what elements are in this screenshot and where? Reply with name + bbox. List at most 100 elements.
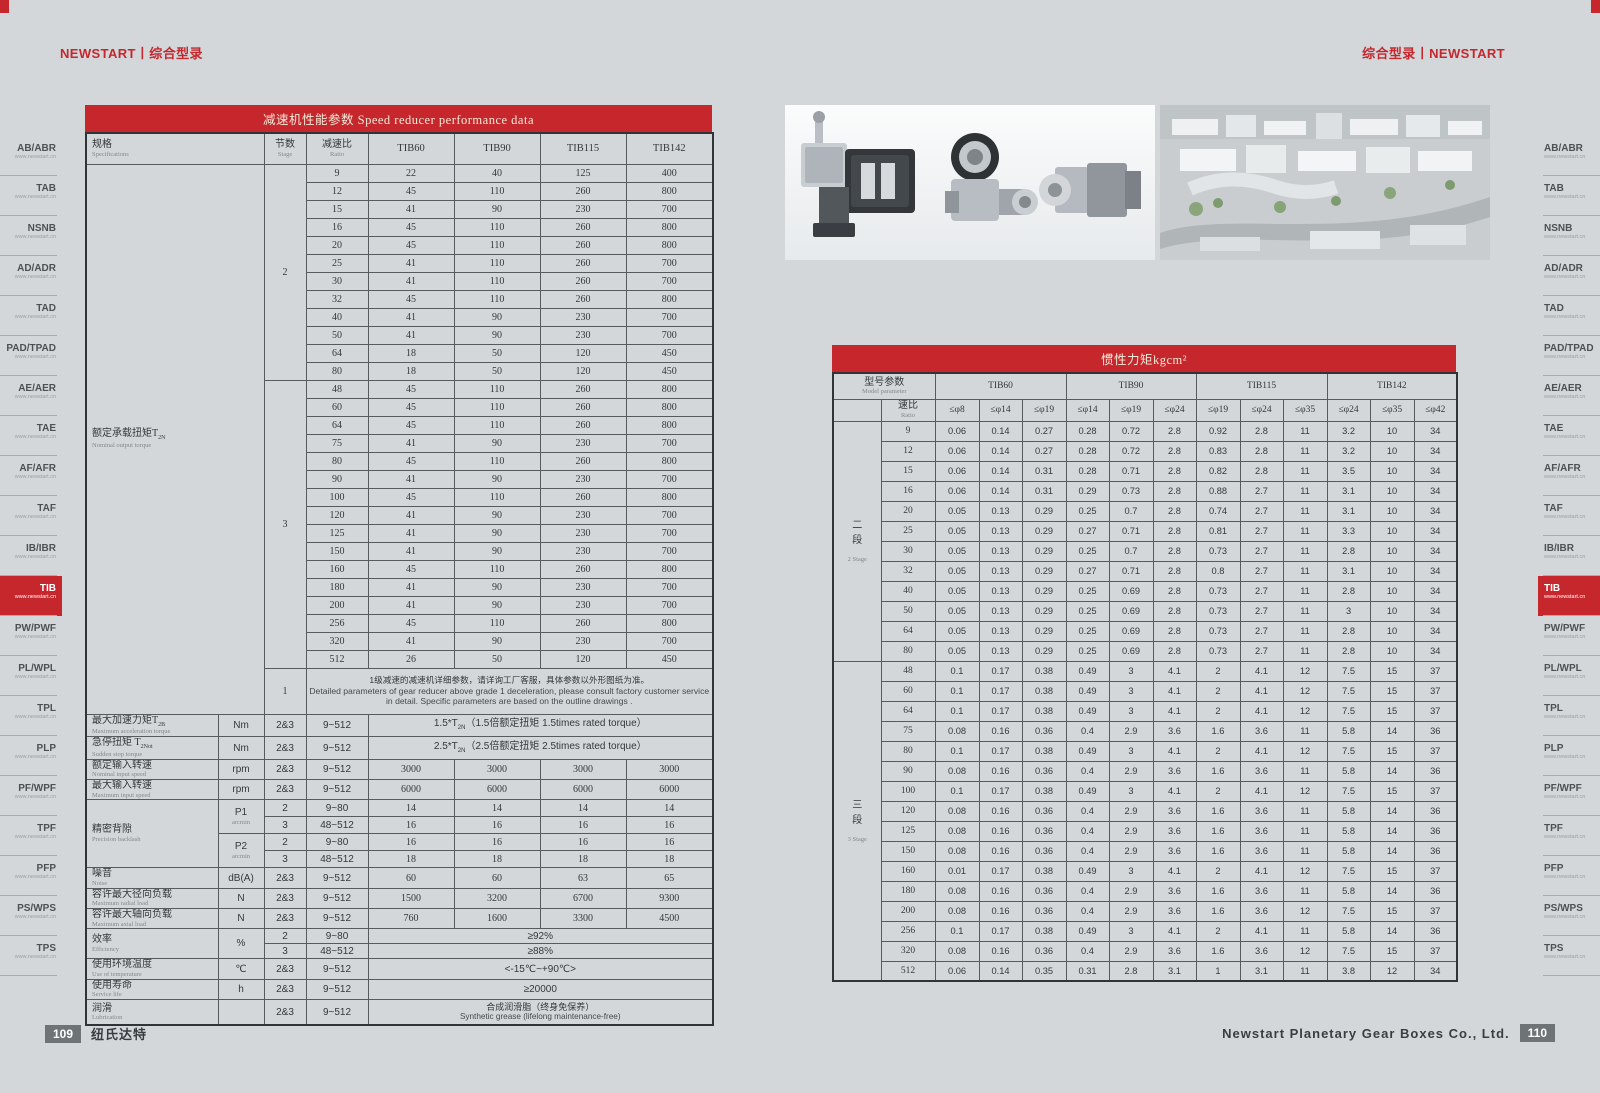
table-row: 75 41 90 230 700 bbox=[86, 433, 714, 453]
table-cell: ≤φ24 bbox=[1239, 398, 1284, 422]
table-cell: 90 bbox=[453, 505, 541, 525]
table-cell: 40 bbox=[880, 580, 936, 602]
table-cell: 11 bbox=[1282, 440, 1328, 462]
table-cell: % bbox=[217, 928, 265, 960]
table-cell: 0.13 bbox=[978, 520, 1023, 542]
table-cell: 1.6 bbox=[1195, 720, 1241, 742]
table-cell: 3.2 bbox=[1326, 420, 1371, 442]
table-cell: 2.9 bbox=[1108, 880, 1154, 902]
sidebar-item-url: www.newstart.cn bbox=[1544, 834, 1586, 840]
table-cell: 2&3 bbox=[263, 958, 307, 980]
table-cell bbox=[217, 998, 265, 1026]
bleed-mark-right bbox=[1591, 0, 1600, 13]
table-cell: 2 bbox=[1195, 780, 1241, 802]
table-cell: 2&3 bbox=[263, 713, 307, 738]
table-cell: 260 bbox=[539, 289, 627, 309]
table-row: 125 0.08 0.16 0.36 0.4 2.9 3.6 1.6 3.6 11 5.8 14 36 bbox=[833, 820, 1458, 842]
performance-table: 规格 Specifications 节数 Stage 减速比 Ratio TIB60 TIB9… bbox=[85, 132, 715, 1027]
footer-right: Newstart Planetary Gear Boxes Co., Ltd. … bbox=[1222, 1024, 1555, 1042]
sidebar-item-url: www.newstart.cn bbox=[1544, 954, 1586, 960]
table-cell: 12 bbox=[1369, 960, 1415, 982]
sidebar-item-url: www.newstart.cn bbox=[14, 314, 56, 320]
table-cell: 3 bbox=[263, 943, 307, 960]
table-cell: 512 bbox=[305, 649, 369, 669]
table-cell: 0.49 bbox=[1065, 860, 1110, 882]
table-cell: 4.1 bbox=[1152, 660, 1197, 682]
table-cell: 230 bbox=[539, 433, 627, 453]
table-cell: 3.6 bbox=[1152, 800, 1197, 822]
table-cell: 80 bbox=[305, 361, 369, 381]
table-cell: 36 bbox=[1413, 820, 1458, 842]
sidebar-right: AB/ABR www.newstart.cn TAB www.newstart.cn N… bbox=[1538, 136, 1600, 976]
table-cell: 0.36 bbox=[1021, 800, 1067, 822]
table-cell: 0.06 bbox=[934, 420, 980, 442]
table-cell: 75 bbox=[880, 720, 936, 742]
sidebar-item-label: TPF bbox=[37, 823, 56, 834]
table-row: 200 0.08 0.16 0.36 0.4 2.9 3.6 1.6 3.6 12 7.5 15 37 bbox=[833, 900, 1458, 922]
table-cell: 2.8 bbox=[1152, 460, 1197, 482]
table-cell: 9~512 bbox=[305, 779, 369, 801]
table-cell: 14 bbox=[1369, 720, 1415, 742]
table-cell: 3.6 bbox=[1152, 940, 1197, 962]
table-cell: 4.1 bbox=[1152, 700, 1197, 722]
table-row: 使用寿命 Service life h 2&3 9~512 ≥20000 bbox=[85, 978, 714, 1000]
table-row: 润滑 Lubrication 2&3 9~512 合成润滑脂（终身免保养） Synthet… bbox=[85, 998, 714, 1026]
sidebar-item-label: AF/AFR bbox=[1544, 463, 1581, 474]
table-cell: 230 bbox=[539, 631, 627, 651]
table-cell: 34 bbox=[1413, 600, 1458, 622]
table-cell: 18 bbox=[367, 361, 455, 381]
sidebar-item-tpl: TPL www.newstart.cn bbox=[0, 696, 62, 736]
table-cell: 11 bbox=[1282, 720, 1328, 742]
table-cell: 260 bbox=[539, 181, 627, 201]
table-cell: 5.8 bbox=[1326, 760, 1371, 782]
table-cell: 0.14 bbox=[978, 460, 1023, 482]
sidebar-item-url: www.newstart.cn bbox=[14, 954, 56, 960]
table-cell: 3.6 bbox=[1152, 720, 1197, 742]
table-cell: 14 bbox=[1369, 840, 1415, 862]
table-row: 二段 2 Stage 9 0.06 0.14 0.27 0.28 0.72 2.8 0.92 2.8… bbox=[832, 420, 1458, 662]
table-cell: 0.69 bbox=[1108, 640, 1154, 662]
table-cell: 2.8 bbox=[1152, 420, 1197, 442]
table-cell: 14 bbox=[1369, 880, 1415, 902]
table-cell: 2.9 bbox=[1108, 760, 1154, 782]
sidebar-item-tib: TIB www.newstart.cn bbox=[0, 576, 62, 616]
table-cell: 700 bbox=[625, 307, 714, 327]
table-cell: 125 bbox=[539, 163, 627, 183]
table-cell: 32 bbox=[880, 560, 936, 582]
table-cell: 14 bbox=[625, 799, 714, 818]
table-cell: 230 bbox=[539, 199, 627, 219]
table-cell: 48~512 bbox=[305, 943, 369, 960]
sidebar-item-ib-ibr: IB/IBR www.newstart.cn bbox=[1538, 536, 1600, 576]
table-cell: 1.6 bbox=[1195, 820, 1241, 842]
table-cell: 37 bbox=[1413, 680, 1458, 702]
sidebar-item-url: www.newstart.cn bbox=[14, 194, 56, 200]
table-cell: 63 bbox=[539, 867, 627, 889]
sidebar-item-plp: PLP www.newstart.cn bbox=[0, 736, 62, 776]
table-cell: 0.05 bbox=[934, 540, 980, 562]
table-cell: 0.4 bbox=[1065, 800, 1110, 822]
table-cell: 4.1 bbox=[1239, 740, 1284, 762]
table-cell: 2.8 bbox=[1152, 580, 1197, 602]
table-cell: ≥20000 bbox=[367, 978, 714, 1000]
table-cell: 30 bbox=[305, 271, 369, 291]
table-cell: ≤φ8 bbox=[934, 398, 980, 422]
sidebar-item-url: www.newstart.cn bbox=[1544, 674, 1586, 680]
table-cell: 22 bbox=[367, 163, 455, 183]
table-cell: 230 bbox=[539, 325, 627, 345]
table-cell: TIB115 bbox=[1195, 372, 1328, 400]
table-cell: 800 bbox=[625, 415, 714, 435]
table-cell: 2.7 bbox=[1239, 600, 1284, 622]
sidebar-item-label: IB/IBR bbox=[1544, 543, 1574, 554]
table-cell: 256 bbox=[305, 613, 369, 633]
table-cell: 9~512 bbox=[305, 908, 369, 930]
table-cell: 0.1 bbox=[934, 700, 980, 722]
table-cell: 10 bbox=[1369, 560, 1415, 582]
table-cell: 34 bbox=[1413, 500, 1458, 522]
sidebar-left: AB/ABR www.newstart.cn TAB www.newstart.cn N… bbox=[0, 136, 62, 976]
sidebar-item-label: TAE bbox=[36, 423, 56, 434]
table-cell: 14 bbox=[1369, 760, 1415, 782]
table-row: 额定承载扭矩T2N Nominal output torque 2 9 22 40 125 4… bbox=[85, 163, 714, 715]
table-cell: 260 bbox=[539, 487, 627, 507]
table-cell: 2 bbox=[1195, 680, 1241, 702]
table-cell: 320 bbox=[880, 940, 936, 962]
